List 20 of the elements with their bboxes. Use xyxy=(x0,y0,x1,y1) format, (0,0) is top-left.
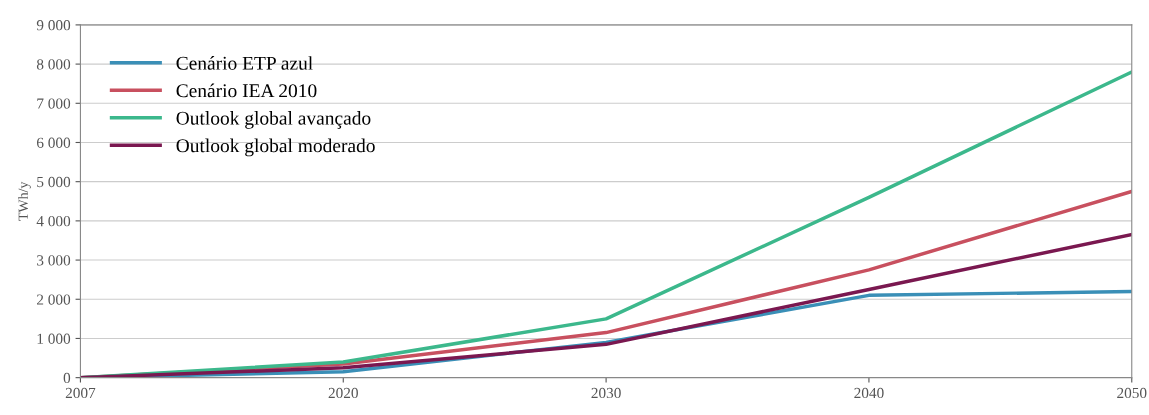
y-tick-label: 7 000 xyxy=(37,98,71,109)
y-tick-label: 4 000 xyxy=(36,216,71,227)
y-tick-label: 0 xyxy=(63,372,71,384)
legend-label: Outlook global moderado xyxy=(176,138,375,157)
x-tick-label: 2050 xyxy=(1117,387,1147,399)
legend-label: Outlook global avançado xyxy=(176,111,371,129)
y-tick-label: 2 000 xyxy=(37,294,71,305)
y-tick-label: 6 000 xyxy=(36,137,71,148)
x-tick-label: 2040 xyxy=(854,387,884,399)
y-axis-title: TWh/y xyxy=(18,181,31,221)
y-tick-label: 3 000 xyxy=(37,255,71,266)
legend-label: Cenário ETP azul xyxy=(176,56,313,70)
legend-label: Cenário IEA 2010 xyxy=(176,83,317,98)
y-tick-label: 1 000 xyxy=(37,333,71,344)
y-tick-label: 8 000 xyxy=(36,59,71,70)
x-tick-label: 2020 xyxy=(328,387,358,399)
y-tick-label: 5 000 xyxy=(37,176,71,188)
y-tick-label: 9 000 xyxy=(36,20,71,31)
x-tick-label: 2007 xyxy=(65,387,96,399)
x-tick-label: 2030 xyxy=(591,387,621,399)
